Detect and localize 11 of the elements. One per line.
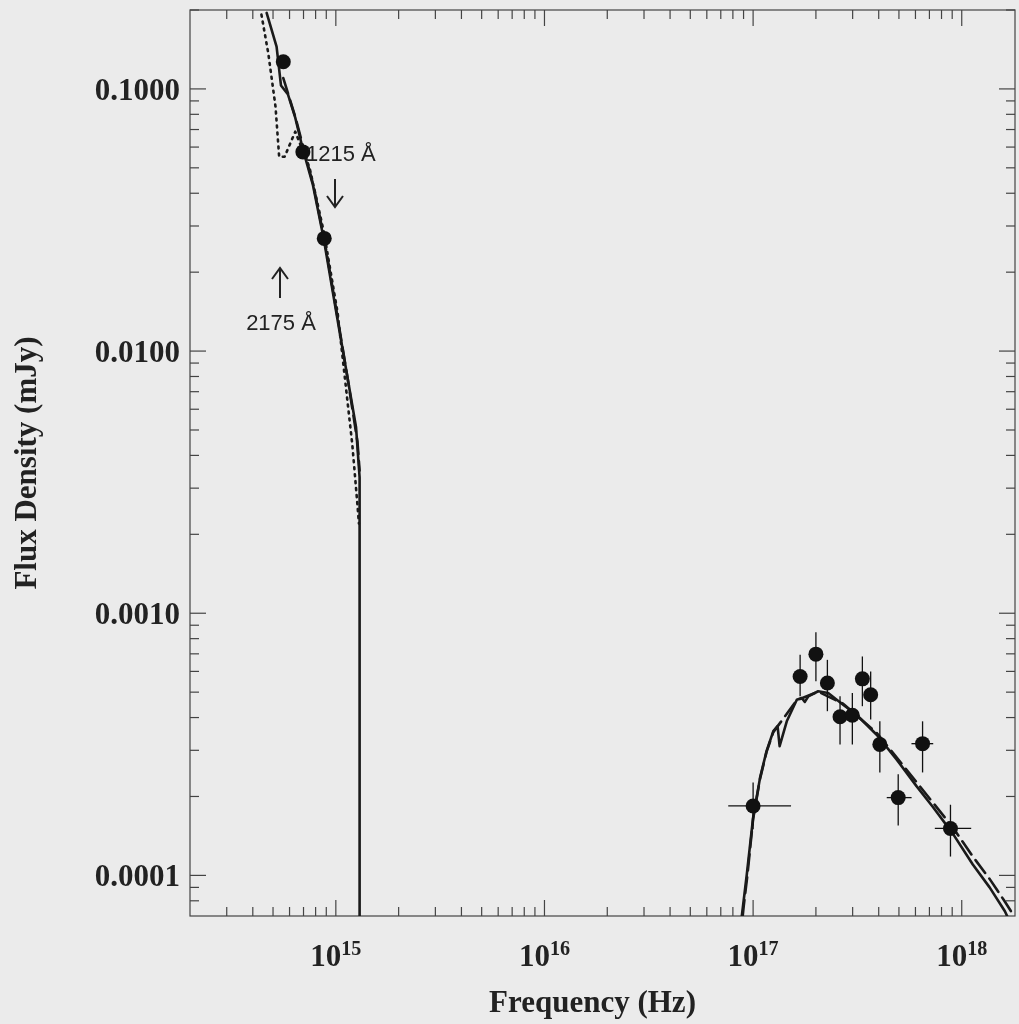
- x-axis-title: Frequency (Hz): [489, 984, 696, 1019]
- x-tick-label: 10$^{15}$: [310, 937, 362, 973]
- x-tick-label: 10$^{18}$: [936, 937, 988, 973]
- x-tick-label: 10$^{16}$: [518, 937, 571, 973]
- y-tick-label: 0.0010: [94, 596, 180, 632]
- x-tick-label: 10$^{17}$: [727, 937, 779, 973]
- y-tick-label: 0.0001: [94, 858, 180, 894]
- y-axis-title: Flux Density (mJy): [8, 336, 43, 590]
- y-tick-label: 0.1000: [94, 71, 180, 107]
- annotation: 2175 Å: [246, 310, 317, 335]
- y-tick-label: 0.0100: [94, 333, 180, 369]
